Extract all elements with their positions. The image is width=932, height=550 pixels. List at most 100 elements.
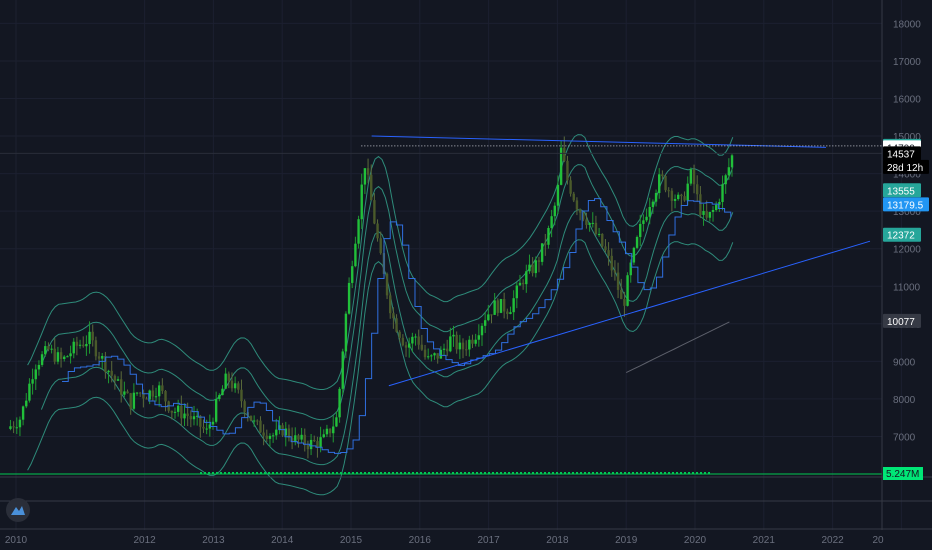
tradingview-logo-icon[interactable]	[6, 498, 30, 522]
volume-dot	[464, 472, 466, 474]
price-badge: 13179.5	[883, 197, 929, 212]
candle-body	[259, 420, 262, 433]
volume-dot	[300, 472, 302, 474]
candle-body	[211, 421, 215, 425]
candle-body	[483, 320, 487, 326]
candle-body	[699, 194, 702, 215]
candle-body	[18, 419, 22, 428]
candle-body	[94, 340, 98, 357]
volume-dot	[228, 472, 230, 474]
candle-body	[328, 428, 332, 434]
candle-body	[145, 398, 148, 400]
upper-band-line	[27, 134, 734, 390]
candle-body	[120, 379, 123, 395]
volume-dot	[540, 472, 542, 474]
candle-body	[601, 233, 604, 247]
candle-body	[411, 336, 414, 344]
candle-body	[322, 434, 325, 438]
y-tick-label: 9000	[893, 357, 916, 368]
volume-dot	[664, 472, 666, 474]
candle-body	[135, 392, 139, 394]
candle-body	[623, 299, 626, 306]
y-tick-label: 7000	[893, 432, 916, 443]
volume-dot	[200, 472, 202, 474]
candle-body	[249, 415, 253, 421]
candle-body	[458, 342, 462, 350]
candle-body	[449, 336, 452, 352]
volume-dot	[400, 472, 402, 474]
candle-body	[25, 400, 28, 407]
candle-body	[59, 352, 63, 360]
candle-body	[727, 167, 731, 176]
candle-body	[610, 255, 613, 271]
long-ma-line	[625, 321, 730, 374]
volume-dot	[296, 472, 298, 474]
lower-band-line	[27, 239, 734, 496]
candle-body	[230, 380, 234, 389]
candle-body	[487, 314, 490, 321]
volume-dot	[512, 472, 514, 474]
volume-dot	[696, 472, 698, 474]
volume-dot	[644, 472, 646, 474]
volume-dot	[360, 472, 362, 474]
candle-body	[404, 345, 408, 348]
candle-body	[281, 425, 284, 436]
volume-dot	[536, 472, 538, 474]
volume-badge-bg	[883, 467, 923, 480]
volume-dot	[560, 472, 562, 474]
volume-dot	[276, 472, 278, 474]
candle-body	[379, 238, 382, 254]
volume-dot	[420, 472, 422, 474]
candle-body	[506, 311, 509, 314]
candle-body	[101, 355, 104, 359]
volume-dot	[328, 472, 330, 474]
candle-body	[300, 434, 303, 440]
volume-dot	[416, 472, 418, 474]
volume-dot	[660, 472, 662, 474]
candle-body	[154, 396, 158, 398]
candle-body	[357, 219, 360, 244]
x-tick-label: 2014	[271, 535, 294, 546]
candle-body	[708, 211, 712, 218]
candle-body	[126, 391, 129, 394]
volume-dot	[700, 472, 702, 474]
price-badge-label: 12372	[887, 231, 915, 242]
candle-body	[313, 439, 316, 442]
candle-body	[335, 417, 338, 427]
candle-body	[480, 325, 484, 336]
volume-dot	[616, 472, 618, 474]
candle-body	[325, 428, 329, 435]
volume-dot	[520, 472, 522, 474]
volume-dot	[612, 472, 614, 474]
candle-body	[271, 435, 275, 437]
candle-body	[642, 220, 645, 224]
volume-dot	[252, 472, 254, 474]
x-tick-label: 20	[872, 535, 884, 546]
candle-body	[366, 168, 370, 175]
candle-body	[531, 264, 534, 274]
price-badge-bg	[883, 197, 929, 212]
candle-body	[91, 331, 94, 341]
volume-dot	[304, 472, 306, 474]
y-tick-label: 18000	[893, 19, 921, 30]
volume-dot	[532, 472, 534, 474]
candle-body	[645, 216, 648, 221]
price-badge-label: 28d 12h	[887, 163, 923, 174]
volume-dot	[268, 472, 270, 474]
candle-body	[15, 427, 18, 429]
candle-body	[559, 147, 563, 185]
volume-dot	[632, 472, 634, 474]
volume-dot	[280, 472, 282, 474]
volume-dot	[504, 472, 506, 474]
candle-body	[157, 385, 161, 397]
volume-dot	[624, 472, 626, 474]
price-badge-bg	[883, 227, 921, 242]
candle-body	[389, 295, 392, 314]
candle-body	[284, 428, 287, 436]
candle-body	[354, 243, 357, 267]
candle-body	[588, 223, 591, 225]
candle-body	[594, 222, 598, 235]
candle-body	[408, 343, 411, 348]
candle-body	[290, 437, 294, 443]
